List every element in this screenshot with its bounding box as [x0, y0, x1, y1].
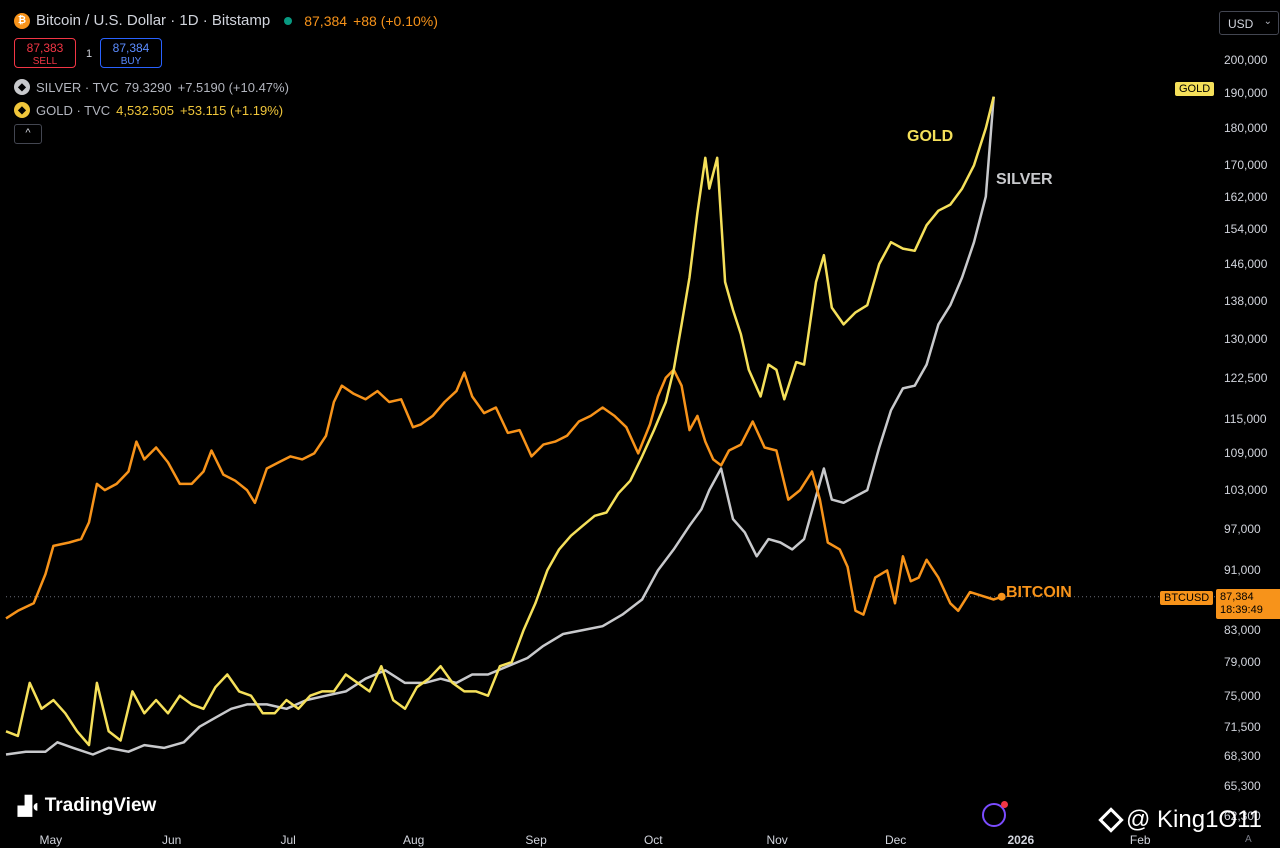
- btc-last-price: 87,384: [1220, 591, 1254, 603]
- gold-icon: ◆: [14, 102, 30, 118]
- btc-price-tag: 87,384 18:39:49: [1216, 589, 1280, 619]
- gold-price: 4,532.505: [116, 102, 175, 118]
- x-tick-label: 2026: [1007, 833, 1035, 847]
- silver-series-label: SILVER: [996, 171, 1053, 188]
- y-tick-label: 103,000: [1224, 483, 1268, 498]
- bar-countdown: 18:39:49: [1220, 604, 1263, 616]
- silver-name: SILVER · TVC: [36, 79, 119, 95]
- collapse-legend-button[interactable]: ^: [14, 124, 42, 144]
- x-tick-label: Sep: [525, 833, 547, 847]
- buy-price: 87,384: [112, 41, 150, 55]
- y-tick-label: 62,300: [1224, 809, 1261, 823]
- y-tick-label: 109,000: [1224, 446, 1268, 461]
- spread-value: 1: [86, 48, 93, 60]
- currency-value: USD: [1228, 17, 1254, 31]
- binance-icon: [1098, 807, 1124, 833]
- x-tick-label: Aug: [402, 833, 425, 847]
- silver-change: +7.5190 (+10.47%): [177, 79, 289, 95]
- auto-scale-button[interactable]: A: [1245, 834, 1252, 845]
- chevron-up-icon: ^: [25, 127, 31, 139]
- gold-price-tag: GOLD: [1175, 82, 1215, 96]
- gold-change: +53.115 (+1.19%): [180, 102, 284, 118]
- y-tick-label: 200,000: [1224, 53, 1268, 67]
- gold-name: GOLD · TVC: [36, 102, 111, 118]
- x-tick-label: Jul: [280, 833, 296, 847]
- sell-price: 87,383: [26, 41, 64, 55]
- y-tick-label: 190,000: [1224, 86, 1268, 101]
- silver-icon: ◆: [14, 79, 30, 95]
- y-tick-label: 97,000: [1224, 522, 1261, 537]
- y-tick-label: 180,000: [1224, 121, 1268, 136]
- btc-last-point: [997, 592, 1006, 601]
- tradingview-icon: ▟◖: [18, 795, 41, 816]
- y-tick-label: 71,500: [1224, 719, 1261, 734]
- symbol-title[interactable]: Bitcoin / U.S. Dollar · 1D · Bitstamp: [36, 12, 271, 29]
- silver-price: 79.3290: [124, 79, 172, 95]
- gold-series-line[interactable]: [5, 96, 995, 747]
- y-tick-label: 115,000: [1224, 411, 1267, 426]
- x-tick-label: May: [39, 833, 63, 847]
- last-price: 87,384: [304, 12, 348, 29]
- tradingview-logo[interactable]: ▟◖ TradingView: [18, 795, 156, 817]
- y-tick-label: 170,000: [1224, 158, 1268, 173]
- y-tick-label: 68,300: [1224, 749, 1261, 764]
- y-tick-label: 75,000: [1224, 688, 1261, 703]
- magnet-icon[interactable]: [982, 801, 1008, 827]
- x-tick-label: Dec: [884, 833, 907, 847]
- bitcoin-icon: ₿: [14, 12, 30, 29]
- price-change: +88 (+0.10%): [353, 12, 438, 29]
- x-tick-label: Feb: [1129, 833, 1151, 847]
- y-tick-label: 138,000: [1224, 293, 1268, 308]
- sell-label: SELL: [32, 56, 58, 67]
- y-tick-label: 65,300: [1224, 778, 1261, 793]
- y-tick-label: 79,000: [1224, 655, 1261, 670]
- legend-gold[interactable]: ◆ GOLD · TVC 4,532.505 +53.115 (+1.19%): [14, 102, 283, 118]
- bitcoin-series-label: BITCOIN: [1006, 584, 1072, 601]
- symbol-header: ₿ Bitcoin / U.S. Dollar · 1D · Bitstamp …: [14, 12, 438, 29]
- chevron-down-icon: ⌄: [1263, 16, 1272, 27]
- silver-series-line[interactable]: [5, 96, 995, 756]
- legend-silver[interactable]: ◆ SILVER · TVC 79.3290 +7.5190 (+10.47%): [14, 79, 289, 95]
- buy-button[interactable]: 87,384 BUY: [100, 38, 162, 68]
- y-tick-label: 154,000: [1224, 222, 1268, 237]
- x-tick-label: Jun: [161, 833, 182, 847]
- btc-symbol-tag: BTCUSD: [1160, 591, 1214, 605]
- gold-series-label: GOLD: [907, 128, 954, 145]
- watermark-text: @ King1O11: [1126, 806, 1262, 833]
- author-watermark: @ King1O11: [1098, 806, 1262, 834]
- bitcoin-series-line[interactable]: [5, 368, 1003, 620]
- x-tick-label: Nov: [766, 833, 788, 847]
- tradingview-wordmark: TradingView: [44, 795, 157, 816]
- y-tick-label: 91,000: [1224, 563, 1261, 578]
- y-tick-label: 122,500: [1224, 370, 1268, 385]
- y-tick-label: 83,000: [1224, 623, 1261, 638]
- x-tick-label: Oct: [643, 833, 663, 847]
- market-status-dot: [284, 16, 293, 25]
- y-tick-label: 146,000: [1224, 256, 1268, 271]
- y-tick-label: 162,000: [1224, 189, 1268, 204]
- currency-select[interactable]: USD ⌄: [1219, 11, 1279, 35]
- buy-label: BUY: [120, 56, 142, 67]
- sell-button[interactable]: 87,383 SELL: [14, 38, 76, 68]
- y-tick-label: 130,000: [1224, 332, 1268, 347]
